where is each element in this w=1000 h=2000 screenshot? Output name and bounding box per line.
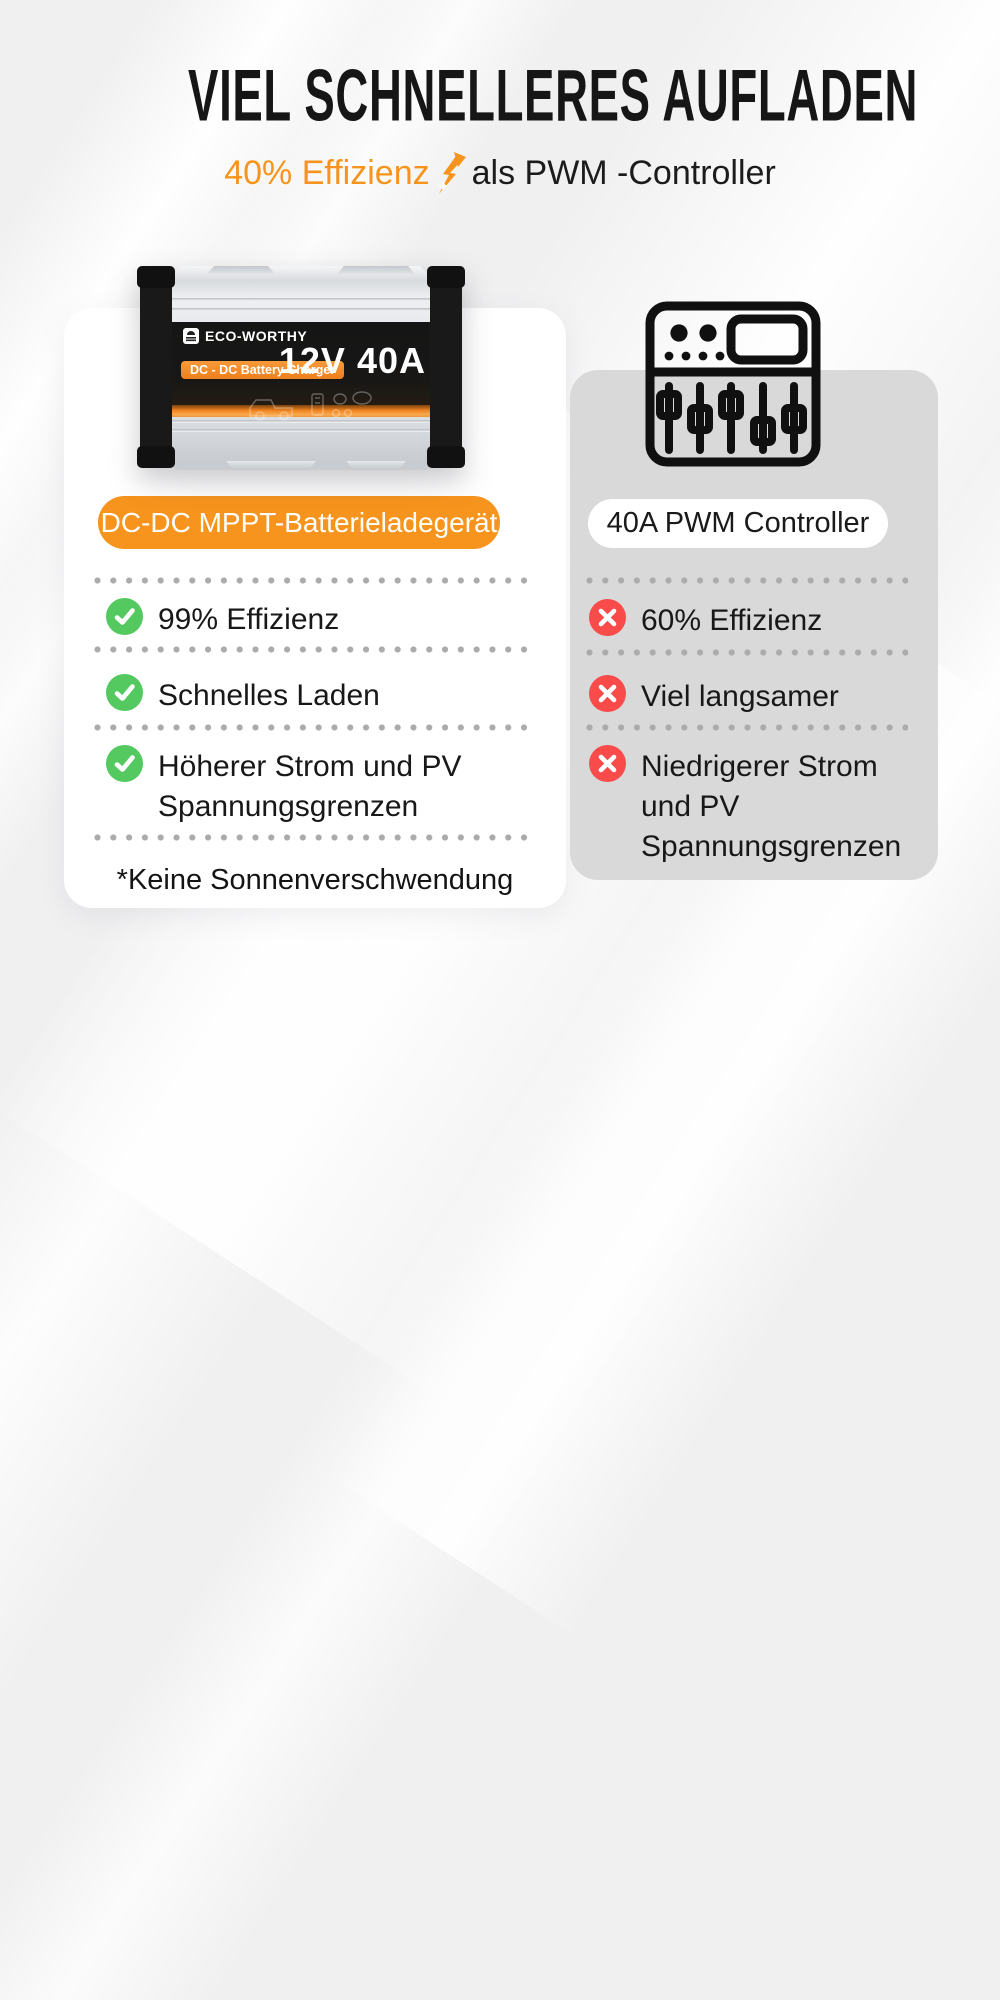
list-item: 60% Effizienz xyxy=(589,598,822,641)
body-notch xyxy=(346,461,406,470)
list-item: 99% Effizienz xyxy=(106,597,339,640)
list-item: Niedrigerer Strom und PV Spannungsgrenze… xyxy=(589,744,929,867)
mounting-bracket xyxy=(137,266,175,468)
mppt-badge-label: DC-DC MPPT-Batterieladegerät xyxy=(100,506,498,538)
pwm-badge: 40A PWM Controller xyxy=(588,499,888,548)
dotted-divider xyxy=(94,834,534,841)
check-circle-icon xyxy=(106,674,143,711)
pwm-controller-icon xyxy=(645,301,821,467)
subtitle-highlight: 40% Effizienz xyxy=(224,153,430,192)
product-image: ECO-WORTHY DC - DC Battery Charger 12V 4… xyxy=(137,256,465,474)
dotted-divider xyxy=(94,724,534,731)
product-spec: 12V 40A xyxy=(278,340,426,381)
list-item-label: Höherer Strom und PV Spannungsgrenzen xyxy=(158,750,462,823)
list-item: Höherer Strom und PV Spannungsgrenzen xyxy=(106,744,486,827)
body-notch xyxy=(206,266,276,275)
list-item-label: Schnelles Laden xyxy=(158,679,380,712)
body-groove xyxy=(166,429,436,432)
cross-circle-icon xyxy=(589,745,626,782)
list-item-label: Niedrigerer Strom und PV Spannungsgrenze… xyxy=(641,750,902,863)
list-item-label: 60% Effizienz xyxy=(641,604,823,637)
product-front-panel: ECO-WORTHY DC - DC Battery Charger 12V 4… xyxy=(166,322,436,405)
eco-worthy-logo-icon xyxy=(183,328,199,344)
list-item: Viel langsamer xyxy=(589,674,839,717)
list-item-label: 99% Effizienz xyxy=(158,603,340,636)
pwm-badge-label: 40A PWM Controller xyxy=(606,507,870,539)
body-groove xyxy=(166,308,436,311)
orange-stripe xyxy=(166,405,436,417)
dotted-divider xyxy=(94,577,534,584)
body-groove xyxy=(166,420,436,423)
check-circle-icon xyxy=(106,598,143,635)
product-label-pill: DC - DC Battery Charger xyxy=(181,361,345,379)
body-notch xyxy=(226,461,316,470)
cross-circle-icon xyxy=(589,599,626,636)
body-notch xyxy=(336,266,416,275)
dotted-divider xyxy=(586,577,908,584)
subtitle-rest: als PWM -Controller xyxy=(471,153,776,192)
cross-circle-icon xyxy=(589,675,626,712)
brand-logo: ECO-WORTHY xyxy=(183,328,307,344)
subtitle: 40% Effizienz als PWM -Controller xyxy=(0,151,1000,195)
dotted-divider xyxy=(94,646,534,653)
pwm-card: 40A PWM Controller 60% Effizienz Viel la… xyxy=(570,370,938,880)
brand-name: ECO-WORTHY xyxy=(205,328,308,344)
dotted-divider xyxy=(586,649,908,656)
list-item-label: Viel langsamer xyxy=(641,680,839,713)
mppt-badge: DC-DC MPPT-Batterieladegerät xyxy=(98,496,500,549)
body-groove xyxy=(166,298,436,301)
check-circle-icon xyxy=(106,745,143,782)
vehicle-icons xyxy=(249,391,372,421)
page-title: VIEL SCHNELLERES AUFLADEN xyxy=(0,54,1000,137)
mounting-bracket xyxy=(427,266,465,468)
lightning-arrow-icon xyxy=(437,152,466,194)
page-title-text: VIEL SCHNELLERES AUFLADEN xyxy=(188,54,919,137)
list-item: Schnelles Laden xyxy=(106,673,380,716)
dotted-divider xyxy=(586,724,908,731)
footnote: *Keine Sonnenverschwendung xyxy=(116,864,514,896)
